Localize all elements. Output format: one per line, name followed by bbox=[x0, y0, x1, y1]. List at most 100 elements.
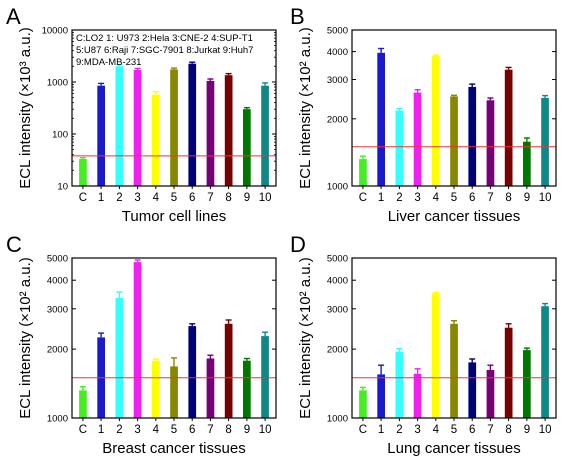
plot-frame bbox=[71, 257, 277, 419]
chart-panel-d: D C 1 2 3 4 5 6 7 8 9 10 1000 2000 3000 4000 5000 Lung ca… bbox=[290, 232, 557, 457]
x-tick-label: C bbox=[79, 424, 87, 436]
bar bbox=[170, 69, 178, 186]
bar bbox=[79, 390, 87, 418]
y-tick-label: 5000 bbox=[327, 254, 348, 265]
bar bbox=[523, 350, 531, 418]
y-axis-title: ECL intensity (×10² a.u.) bbox=[17, 257, 34, 419]
x-tick-label: 1 bbox=[98, 424, 104, 436]
x-tick-label: 8 bbox=[505, 192, 511, 204]
y-tick-label: 5000 bbox=[47, 254, 68, 265]
x-tick-label: 1 bbox=[378, 424, 384, 436]
x-axis-title: Liver cancer tissues bbox=[388, 208, 521, 225]
y-tick-label: 4000 bbox=[327, 47, 348, 58]
legend-text: 5:U87 6:Raji 7:SGC-7901 8:Jurkat 9:Huh7 bbox=[76, 45, 253, 56]
x-tick-label: 5 bbox=[171, 424, 177, 436]
y-tick-label: 2000 bbox=[327, 114, 348, 125]
x-tick-label: 10 bbox=[539, 424, 552, 436]
bar bbox=[359, 159, 367, 186]
y-tick-label: 5000 bbox=[327, 26, 348, 37]
bar bbox=[243, 109, 251, 186]
legend-text: C:LO2 1: U973 2:Hela 3:CNE-2 4:SUP-T1 bbox=[76, 33, 253, 44]
x-tick-label: 3 bbox=[414, 192, 420, 204]
bar bbox=[133, 262, 142, 418]
bar bbox=[504, 327, 513, 418]
panel-letter: C bbox=[6, 232, 22, 257]
x-tick-label: 10 bbox=[259, 192, 272, 204]
y-tick-label: 10 bbox=[57, 182, 68, 193]
x-tick-label: 5 bbox=[171, 192, 177, 204]
x-tick-label: 2 bbox=[116, 424, 122, 436]
bar bbox=[188, 326, 197, 418]
bar bbox=[432, 56, 440, 186]
x-tick-label: 9 bbox=[244, 424, 250, 436]
bar bbox=[450, 323, 458, 418]
bar bbox=[523, 141, 531, 186]
bar bbox=[79, 159, 87, 186]
y-tick-label: 4000 bbox=[327, 276, 348, 287]
bar bbox=[243, 360, 251, 418]
y-tick-label: 3000 bbox=[327, 304, 348, 315]
x-tick-label: 2 bbox=[116, 192, 122, 204]
x-tick-label: 8 bbox=[225, 192, 231, 204]
bar bbox=[541, 306, 549, 418]
bar bbox=[413, 92, 422, 186]
x-tick-label: 8 bbox=[225, 424, 231, 436]
x-tick-label: 7 bbox=[487, 424, 493, 436]
bar bbox=[152, 360, 160, 418]
bar bbox=[541, 98, 549, 186]
plot-frame bbox=[351, 257, 557, 419]
x-tick-label: 8 bbox=[505, 424, 511, 436]
bar bbox=[170, 366, 178, 418]
bar bbox=[413, 373, 422, 418]
x-tick-label: 3 bbox=[414, 424, 420, 436]
x-tick-label: 1 bbox=[378, 192, 384, 204]
plot-frame bbox=[351, 29, 557, 187]
x-tick-label: 4 bbox=[433, 424, 440, 436]
bar bbox=[395, 351, 404, 418]
bar bbox=[468, 86, 477, 186]
plot-frame bbox=[71, 29, 277, 187]
y-tick-label: 3000 bbox=[327, 75, 348, 86]
chart-panel-a: A C 1 2 3 4 5 6 7 8 9 10 10 100 1000 10000 Tumor cell li… bbox=[6, 4, 277, 225]
x-tick-label: 9 bbox=[244, 192, 250, 204]
x-tick-label: 5 bbox=[451, 424, 457, 436]
y-tick-label: 1000 bbox=[327, 182, 348, 193]
x-tick-label: 3 bbox=[134, 192, 140, 204]
y-tick-label: 1000 bbox=[47, 414, 68, 425]
x-axis-title: Breast cancer tissues bbox=[102, 440, 245, 457]
x-tick-label: 4 bbox=[153, 192, 160, 204]
x-tick-label: 5 bbox=[451, 192, 457, 204]
bar bbox=[97, 85, 105, 186]
y-tick-label: 4000 bbox=[47, 276, 68, 287]
y-tick-label: 1000 bbox=[327, 414, 348, 425]
x-tick-label: 4 bbox=[153, 424, 160, 436]
x-tick-label: 4 bbox=[433, 192, 440, 204]
bar bbox=[486, 100, 495, 186]
x-tick-label: 10 bbox=[539, 192, 552, 204]
bar bbox=[224, 75, 233, 186]
legend-text: 9:MDA-MB-231 bbox=[76, 57, 141, 68]
y-tick-label: 1000 bbox=[47, 78, 68, 89]
x-axis-title: Tumor cell lines bbox=[122, 208, 226, 225]
x-tick-label: 9 bbox=[524, 192, 530, 204]
x-tick-label: 1 bbox=[98, 192, 104, 204]
chart-panel-b: B C 1 2 3 4 5 6 7 8 9 10 1000 2000 3000 4000 5000 Liver c… bbox=[290, 4, 557, 225]
bar bbox=[115, 66, 124, 186]
bar bbox=[115, 297, 124, 418]
x-tick-label: 2 bbox=[396, 424, 402, 436]
x-tick-label: 6 bbox=[469, 192, 475, 204]
y-axis-title: ECL intensity (×10² a.u.) bbox=[297, 257, 314, 419]
x-tick-label: 7 bbox=[207, 424, 213, 436]
x-tick-label: 7 bbox=[487, 192, 493, 204]
bar bbox=[504, 69, 513, 186]
y-axis-title: ECL intensity (×10³ a.u.) bbox=[17, 27, 34, 189]
bar bbox=[395, 110, 404, 186]
bar bbox=[206, 80, 215, 186]
bar bbox=[133, 70, 142, 186]
y-tick-label: 3000 bbox=[47, 304, 68, 315]
bar bbox=[468, 362, 477, 418]
y-tick-label: 2000 bbox=[327, 345, 348, 356]
bar bbox=[450, 96, 458, 186]
x-tick-label: 3 bbox=[134, 424, 140, 436]
